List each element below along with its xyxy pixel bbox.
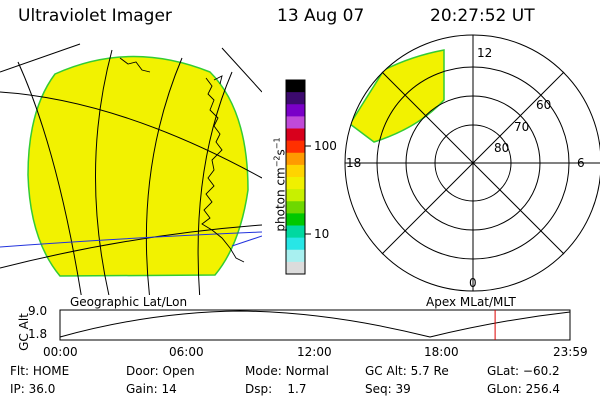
mlt-label-18: 18 xyxy=(346,156,362,170)
geographic-map-label: Geographic Lat/Lon xyxy=(70,295,188,309)
colorbar-cell xyxy=(286,164,305,178)
colorbar-cell xyxy=(286,237,305,251)
grid-meridian-2 xyxy=(95,49,113,295)
status-door: Door: Open xyxy=(126,364,195,378)
grid-parallel-3 xyxy=(0,224,262,269)
gc-xtick-0000: 00:00 xyxy=(43,345,78,359)
colorbar-cell xyxy=(286,152,305,166)
colorbar-cell xyxy=(286,140,305,154)
grid-parallel-4 xyxy=(221,47,262,93)
gc-xtick-1200: 12:00 xyxy=(297,345,332,359)
colorbar-cell xyxy=(286,116,305,130)
mlat-label-80: 80 xyxy=(494,141,510,155)
grid-parallel-1 xyxy=(0,91,262,179)
colorbar-cell xyxy=(286,189,305,202)
apex-map-label: Apex MLat/MLT xyxy=(426,295,516,309)
gc-ytick-1-8: 1.8 xyxy=(28,327,48,341)
mlt-label-0: 0 xyxy=(469,276,477,290)
colorbar-cell xyxy=(286,201,305,214)
colorbar-tick-100: 100 xyxy=(314,139,337,153)
coastline xyxy=(119,57,245,263)
status-mode: Mode: Normal xyxy=(245,364,329,378)
app-title: Ultraviolet Imager xyxy=(18,6,172,26)
mlt-label-12: 12 xyxy=(477,46,493,60)
status-gain: Gain: 14 xyxy=(126,382,177,396)
blue-line-2 xyxy=(231,235,262,247)
polar-coverage xyxy=(348,49,445,143)
status-dsp: Dsp: 1.7 xyxy=(245,382,307,396)
status-gc-alt: GC Alt: 5.7 Re xyxy=(365,364,449,378)
grid-meridian-3 xyxy=(145,57,183,295)
colorbar-cell xyxy=(286,249,305,263)
polar-plot xyxy=(344,34,600,292)
grid-meridian-1 xyxy=(17,61,82,295)
colorbar-cell xyxy=(286,261,305,275)
status-seq: Seq: 39 xyxy=(365,382,411,396)
date-label: 13 Aug 07 xyxy=(277,6,365,26)
gc-ytick-9: 9.0 xyxy=(28,304,48,318)
mlat-label-70: 70 xyxy=(514,120,530,134)
colorbar xyxy=(285,79,311,275)
gc-xtick-2359: 23:59 xyxy=(553,345,588,359)
colorbar-unit-label: photon cm−2s−1 xyxy=(272,137,288,232)
geographic-map xyxy=(0,43,262,295)
grid-parallel-2 xyxy=(0,43,81,73)
colorbar-tick-10: 10 xyxy=(314,227,330,241)
grid-meridian-4 xyxy=(197,71,233,295)
status-flt: Flt: HOME xyxy=(10,364,70,378)
colorbar-cell xyxy=(286,213,305,227)
colorbar-cell xyxy=(286,177,305,190)
time-label: 20:27:52 UT xyxy=(430,6,535,26)
status-glat: GLat: −60.2 xyxy=(487,364,560,378)
mlat-label-60: 60 xyxy=(536,98,552,112)
mlt-label-6: 6 xyxy=(577,156,585,170)
colorbar-cell xyxy=(286,80,305,93)
gc-xtick-1800: 18:00 xyxy=(424,345,459,359)
colorbar-cell xyxy=(286,104,305,117)
colorbar-cell xyxy=(286,92,305,105)
blue-line-1 xyxy=(0,231,262,248)
colorbar-cell xyxy=(286,128,305,142)
status-ip: IP: 36.0 xyxy=(10,382,56,396)
status-glon: GLon: 256.4 xyxy=(487,382,560,396)
earth-disk xyxy=(27,55,249,277)
colorbar-cell xyxy=(286,225,305,239)
gc-xtick-0600: 06:00 xyxy=(169,345,204,359)
